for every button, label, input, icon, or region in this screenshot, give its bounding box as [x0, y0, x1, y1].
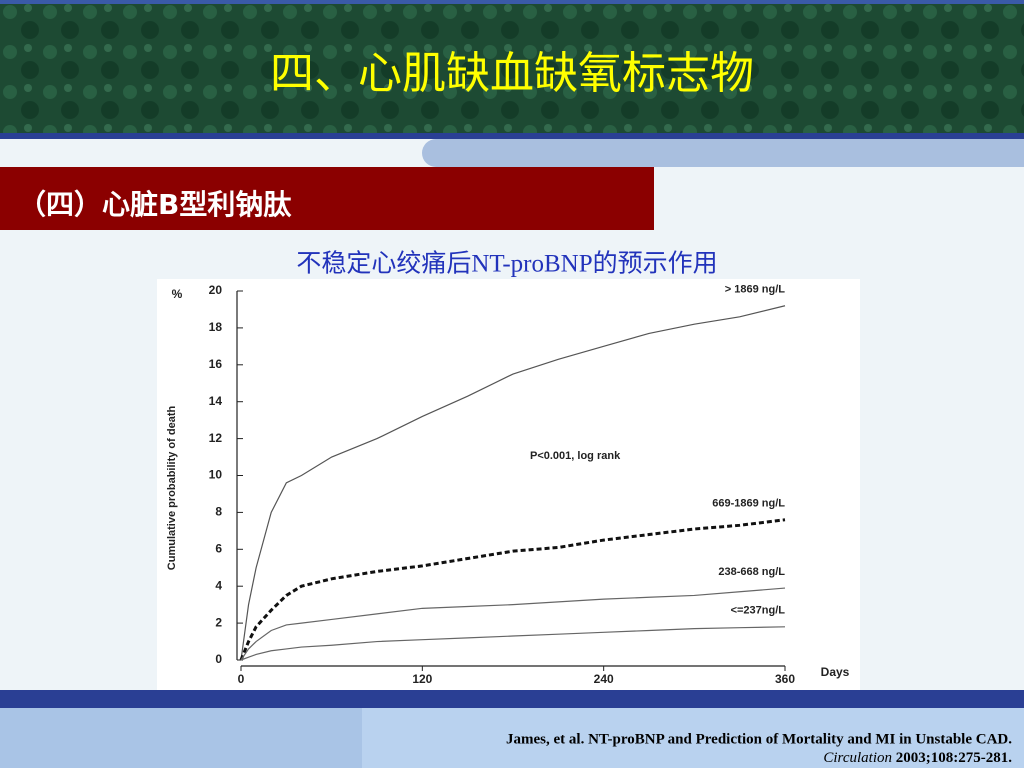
- series-line: [240, 305, 786, 661]
- series-line: [240, 626, 786, 661]
- annotation: P<0.001, log rank: [530, 450, 621, 462]
- journal: Circulation: [823, 750, 892, 766]
- y-tick-label: 8: [215, 505, 222, 519]
- slide-title: 四、心肌缺血缺氧标志物: [270, 48, 754, 99]
- y-tick-label: 2: [215, 615, 222, 629]
- chart: 0 2 4 6 8 10 12 14 16 18 20 0 120 240 360% Cumulative p…: [166, 283, 850, 686]
- series-label: <=237ng/L: [731, 605, 786, 617]
- series-line: [239, 518, 786, 661]
- series-label: 238-668 ng/L: [718, 566, 785, 578]
- x-tick-label: 240: [594, 672, 614, 686]
- x-tick-label: 360: [775, 672, 795, 686]
- y-tick-label: 18: [209, 320, 223, 334]
- y-unit: %: [172, 287, 183, 301]
- chart-area: [157, 279, 860, 690]
- section-title: （四）心脏B型利钠肽: [18, 188, 292, 221]
- banner-border: [0, 133, 1024, 139]
- y-axis-label: Cumulative probability of death: [166, 406, 178, 571]
- banner: [0, 0, 1024, 135]
- subtitle: 不稳定心绞痛后NT-proBNP的预示作用: [296, 250, 717, 278]
- x-tick-label: 120: [412, 672, 432, 686]
- citation-ref: 2003;108:275-281.: [892, 750, 1012, 766]
- series-label: 669-1869 ng/L: [712, 498, 785, 510]
- tab: [422, 139, 1024, 167]
- series-line: [240, 587, 786, 661]
- footer-bar: [0, 690, 1024, 708]
- x-tick-label: 0: [238, 672, 245, 686]
- banner-border: [0, 0, 1024, 4]
- x-axis-label: Days: [821, 665, 850, 679]
- series-label: > 1869 ng/L: [725, 284, 786, 296]
- y-tick-label: 20: [209, 283, 223, 297]
- y-tick-label: 14: [209, 394, 223, 408]
- y-tick-label: 6: [215, 541, 222, 555]
- citation: Circulation 2003;108:275-281.: [823, 750, 1012, 766]
- y-tick-label: 16: [209, 357, 223, 371]
- section-bar: [0, 167, 654, 230]
- citation: James, et al. NT-proBNP and Prediction o…: [506, 731, 1012, 747]
- y-tick-label: 4: [215, 578, 222, 592]
- y-tick-label: 12: [209, 431, 223, 445]
- citation-box: [362, 708, 1024, 768]
- y-tick-label: 10: [209, 468, 223, 482]
- y-tick-label: 0: [215, 652, 222, 666]
